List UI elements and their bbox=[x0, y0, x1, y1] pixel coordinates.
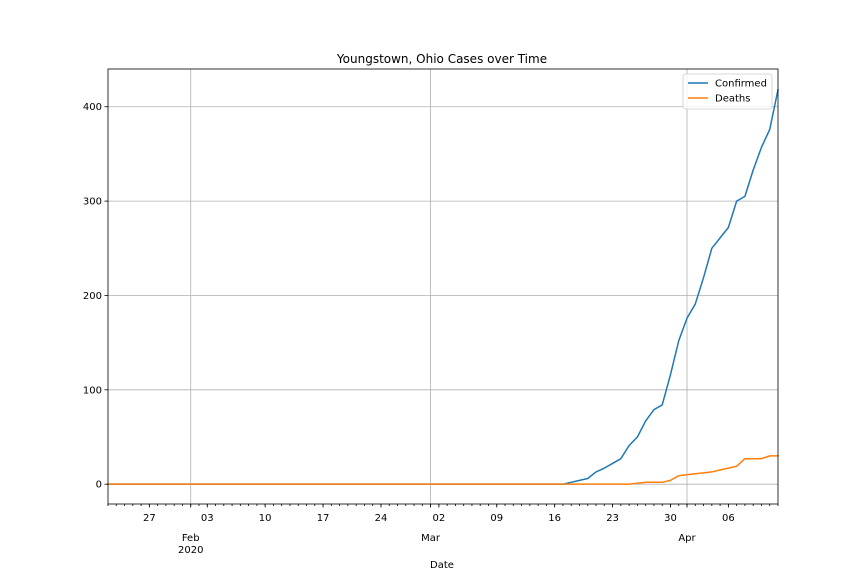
y-tick-label: 400 bbox=[83, 102, 102, 113]
x-major-tick-label: Mar bbox=[421, 533, 441, 544]
legend-label-confirmed: Confirmed bbox=[715, 79, 767, 90]
x-minor-tick-label: 03 bbox=[201, 513, 214, 524]
x-minor-tick-label: 06 bbox=[722, 513, 735, 524]
y-tick-label: 100 bbox=[83, 385, 102, 396]
y-tick-label: 200 bbox=[83, 291, 102, 302]
x-minor-tick-label: 24 bbox=[375, 513, 388, 524]
series-layer bbox=[107, 88, 779, 485]
x-major-tick-label: Feb bbox=[182, 533, 200, 544]
legend: Confirmed Deaths bbox=[682, 73, 773, 110]
y-tick-label: 0 bbox=[96, 480, 102, 491]
legend-label-deaths: Deaths bbox=[715, 94, 750, 105]
x-minor-tick-label: 10 bbox=[259, 513, 272, 524]
x-major-tick-label: Apr bbox=[678, 533, 696, 544]
x-minor-tick-label: 09 bbox=[490, 513, 503, 524]
x-minor-tick-label: 17 bbox=[317, 513, 330, 524]
series-line-confirmed bbox=[107, 88, 779, 485]
series-line-deaths bbox=[107, 455, 779, 485]
y-tick-label: 300 bbox=[83, 197, 102, 208]
chart-title: Youngstown, Ohio Cases over Time bbox=[336, 52, 547, 66]
x-major-tick-sublabel: 2020 bbox=[178, 545, 203, 556]
x-minor-tick-label: 16 bbox=[548, 513, 561, 524]
x-minor-tick-label: 02 bbox=[432, 513, 445, 524]
x-minor-tick-label: 27 bbox=[143, 513, 156, 524]
x-axis-title: Date bbox=[430, 560, 454, 571]
plot-frame bbox=[107, 68, 779, 505]
x-minor-tick-label: 23 bbox=[606, 513, 619, 524]
x-minor-tick-label: 30 bbox=[664, 513, 677, 524]
grid-layer bbox=[108, 69, 778, 504]
